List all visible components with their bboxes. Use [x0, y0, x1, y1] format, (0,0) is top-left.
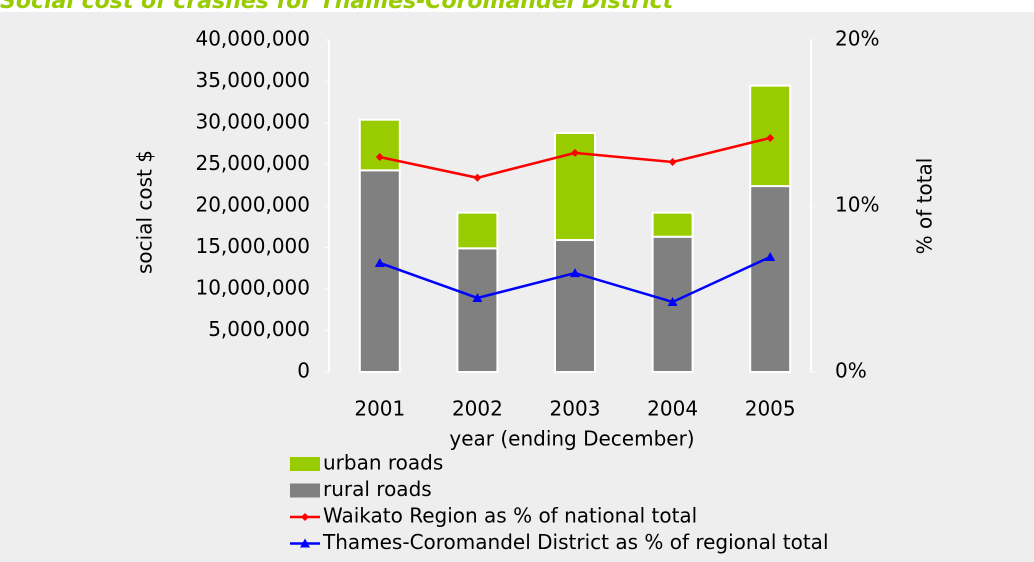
bar [456, 211, 499, 250]
line-marker [571, 148, 579, 157]
y-tick-label: 0 [297, 359, 310, 383]
bar [554, 239, 596, 373]
legend-swatch [290, 483, 320, 498]
x-tick-label: 2003 [550, 397, 601, 421]
y-tick-label: 15,000,000 [195, 234, 310, 258]
legend-marker [301, 513, 309, 521]
line-marker [473, 173, 482, 182]
line-marker [374, 257, 385, 267]
x-tick-label: 2005 [745, 397, 796, 421]
bar [456, 247, 499, 373]
legend-swatch [290, 457, 320, 471]
legend-label: Thames-Coromandel District as % of regio… [322, 530, 829, 554]
chart-title: Social cost of crashes for Thames-Coroma… [0, 0, 675, 14]
bar [358, 118, 401, 172]
y2-tick-label: 10% [835, 193, 879, 217]
x-tick-label: 2004 [647, 397, 698, 421]
y-tick-label: 25,000,000 [195, 151, 310, 175]
x-tick-label: 2001 [354, 397, 405, 421]
bar [749, 185, 792, 373]
line-marker [472, 292, 483, 302]
y-tick-label: 10,000,000 [195, 276, 310, 300]
line-marker [375, 153, 384, 162]
y-tick-label: 20,000,000 [195, 193, 310, 217]
y2-tick-label: 0% [835, 359, 867, 383]
y-tick-label: 35,000,000 [195, 68, 310, 92]
line-marker [765, 251, 776, 261]
bar [651, 211, 694, 238]
y-tick-label: 30,000,000 [195, 110, 310, 134]
line-marker [668, 158, 677, 167]
y-axis-label: social cost $ [133, 150, 157, 274]
x-axis-label: year (ending December) [449, 427, 694, 451]
line-marker [766, 133, 775, 142]
y2-axis-label: % of total [913, 158, 937, 255]
line-marker [570, 268, 580, 278]
y-tick-label: 5,000,000 [208, 317, 310, 341]
legend-label: rural roads [323, 477, 432, 501]
legend-label: urban roads [323, 451, 443, 475]
bar [358, 169, 401, 373]
x-tick-label: 2002 [452, 397, 503, 421]
y-tick-label: 40,000,000 [195, 27, 310, 51]
line-marker [667, 296, 678, 306]
legend-label: Waikato Region as % of national total [323, 504, 697, 528]
legend-marker [300, 538, 310, 548]
y2-tick-label: 20% [835, 27, 879, 51]
